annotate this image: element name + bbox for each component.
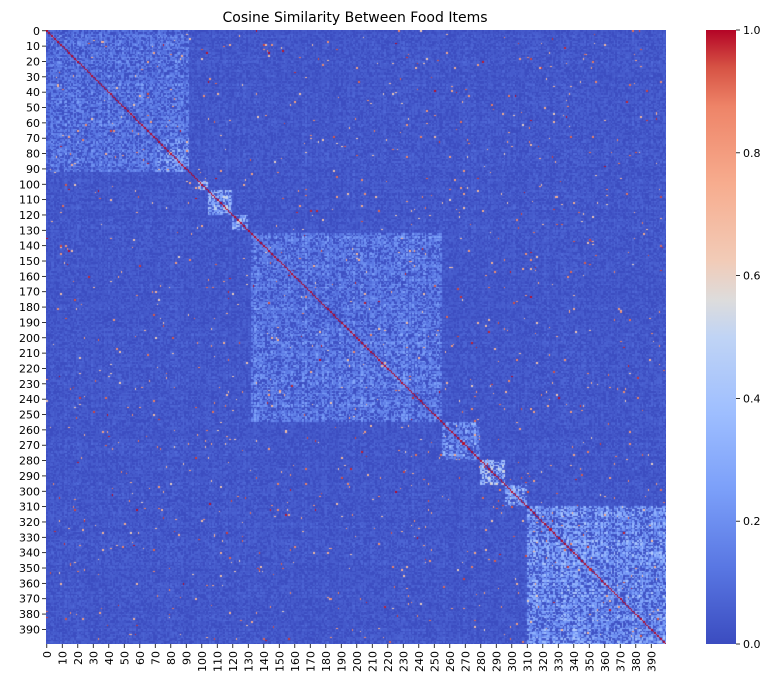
y-tick-label: 230 (19, 378, 40, 391)
y-tick-label: 340 (19, 547, 40, 560)
x-tick-label: 390 (645, 651, 658, 672)
y-tick-label: 110 (19, 194, 40, 207)
x-tick-label: 250 (428, 651, 441, 672)
x-axis: 0 10 20 30 40 50 60 70 80 90 100 110 120 130 140 150 160… (41, 644, 658, 672)
y-tick-label: 70 (26, 132, 40, 145)
heatmap-canvas-holder (46, 30, 666, 644)
y-tick-label: 30 (26, 71, 40, 84)
x-tick-label: 280 (475, 651, 488, 672)
x-tick-label: 370 (614, 651, 627, 672)
x-tick-label: 10 (56, 651, 69, 665)
heatmap-cells (46, 30, 666, 644)
colorbar-tick-label: 0.4 (743, 392, 761, 405)
x-tick-label: 210 (366, 651, 379, 672)
y-tick-label: 310 (19, 501, 40, 514)
x-tick-label: 140 (258, 651, 271, 672)
y-tick-label: 120 (19, 209, 40, 222)
colorbar-tick-label: 0.2 (743, 515, 761, 528)
x-tick-label: 110 (211, 651, 224, 672)
y-tick-label: 240 (19, 393, 40, 406)
y-tick-label: 170 (19, 286, 40, 299)
y-tick-label: 180 (19, 301, 40, 314)
colorbar-tick-label: 0.0 (743, 638, 761, 651)
x-tick-label: 100 (196, 651, 209, 672)
x-tick-label: 340 (568, 651, 581, 672)
y-tick-label: 300 (19, 485, 40, 498)
y-tick-label: 40 (26, 86, 40, 99)
y-tick-label: 80 (26, 148, 40, 161)
x-tick-label: 150 (273, 651, 286, 672)
x-tick-label: 60 (134, 651, 147, 665)
x-tick-label: 90 (180, 651, 193, 665)
x-tick-label: 360 (599, 651, 612, 672)
x-tick-label: 40 (103, 651, 116, 665)
y-tick-label: 330 (19, 531, 40, 544)
y-tick-label: 190 (19, 316, 40, 329)
y-tick-label: 130 (19, 224, 40, 237)
chart-title: Cosine Similarity Between Food Items (223, 10, 488, 26)
y-tick-label: 200 (19, 332, 40, 345)
x-tick-label: 0 (41, 651, 54, 658)
y-tick-label: 360 (19, 577, 40, 590)
x-tick-label: 260 (444, 651, 457, 672)
x-tick-label: 310 (521, 651, 534, 672)
y-tick-label: 60 (26, 117, 40, 130)
x-tick-label: 160 (289, 651, 302, 672)
y-tick-label: 390 (19, 623, 40, 636)
x-tick-label: 170 (304, 651, 317, 672)
x-tick-label: 30 (87, 651, 100, 665)
colorbar-tick-label: 0.6 (743, 270, 761, 283)
y-tick-label: 160 (19, 270, 40, 283)
y-tick-label: 0 (33, 25, 40, 38)
colorbar-axis: 0.0 0.2 0.4 0.6 0.8 1.0 (736, 24, 761, 651)
y-tick-label: 100 (19, 178, 40, 191)
x-tick-label: 330 (552, 651, 565, 672)
x-tick-label: 300 (506, 651, 519, 672)
x-tick-label: 200 (351, 651, 364, 672)
y-tick-label: 260 (19, 424, 40, 437)
y-axis: 0 10 20 30 40 50 60 70 80 90 100 110 120 130 140 150 160… (19, 25, 46, 636)
colorbar-tick-label: 0.8 (743, 147, 761, 160)
x-tick-label: 80 (165, 651, 178, 665)
x-tick-label: 50 (118, 651, 131, 665)
x-tick-label: 240 (413, 651, 426, 672)
y-tick-label: 370 (19, 593, 40, 606)
y-tick-label: 150 (19, 255, 40, 268)
y-tick-label: 280 (19, 455, 40, 468)
y-tick-label: 320 (19, 516, 40, 529)
y-tick-label: 380 (19, 608, 40, 621)
x-tick-label: 220 (382, 651, 395, 672)
y-tick-label: 220 (19, 362, 40, 375)
x-tick-label: 20 (72, 651, 85, 665)
x-tick-label: 180 (320, 651, 333, 672)
colorbar-tick-label: 1.0 (743, 24, 761, 37)
colorbar (706, 30, 736, 644)
x-tick-label: 120 (227, 651, 240, 672)
x-tick-label: 380 (630, 651, 643, 672)
y-tick-label: 90 (26, 163, 40, 176)
x-tick-label: 190 (335, 651, 348, 672)
x-tick-label: 230 (397, 651, 410, 672)
y-tick-label: 140 (19, 240, 40, 253)
y-tick-label: 290 (19, 470, 40, 483)
x-tick-label: 130 (242, 651, 255, 672)
x-tick-label: 290 (490, 651, 503, 672)
y-tick-label: 50 (26, 102, 40, 115)
y-tick-label: 210 (19, 347, 40, 360)
x-tick-label: 350 (583, 651, 596, 672)
y-tick-label: 270 (19, 439, 40, 452)
y-tick-label: 10 (26, 40, 40, 53)
x-tick-label: 320 (537, 651, 550, 672)
y-tick-label: 20 (26, 55, 40, 68)
x-tick-label: 270 (459, 651, 472, 672)
y-tick-label: 250 (19, 409, 40, 422)
y-tick-label: 350 (19, 562, 40, 575)
x-tick-label: 70 (149, 651, 162, 665)
